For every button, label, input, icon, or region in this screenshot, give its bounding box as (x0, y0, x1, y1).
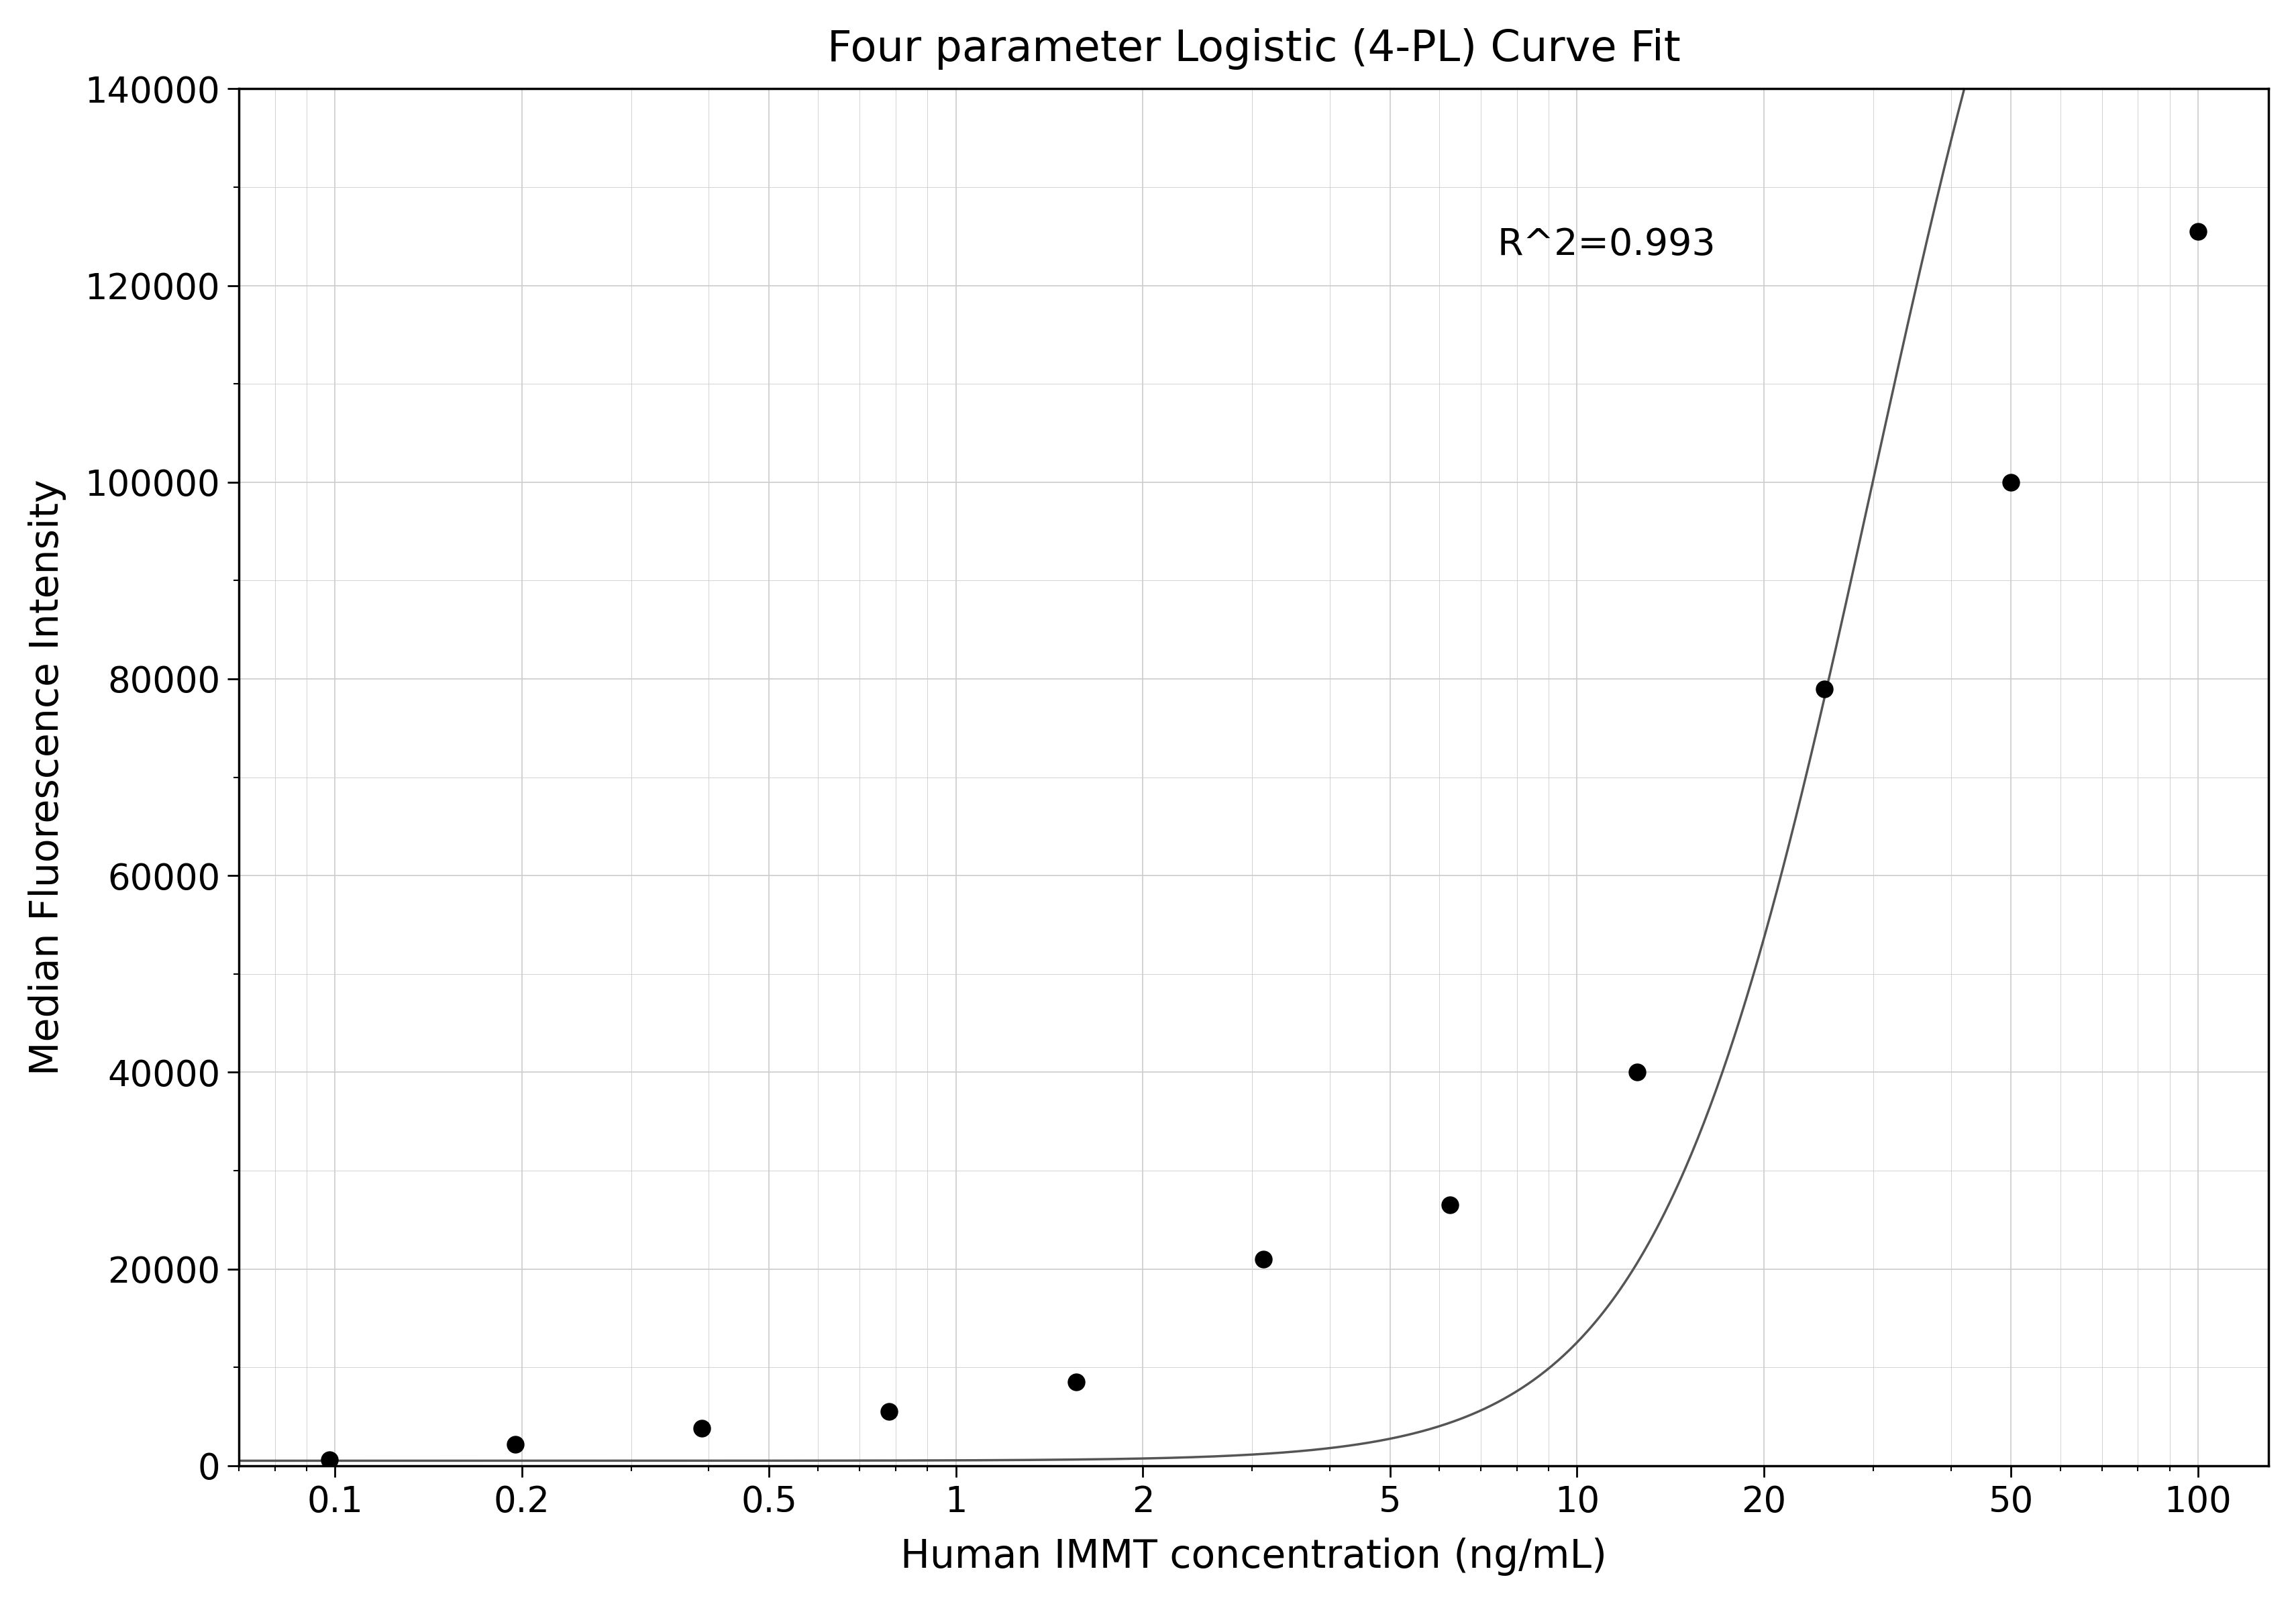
Point (1244, 1246, 1281, 1272)
Point (310, 1447, 347, 1472)
Point (1993, 470, 2030, 496)
Point (1430, 1192, 1467, 1217)
Title: Four parameter Logistic (4-PL) Curve Fit: Four parameter Logistic (4-PL) Curve Fit (827, 27, 1681, 69)
Point (870, 1399, 907, 1424)
Y-axis label: Median Fluorescence Intensity: Median Fluorescence Intensity (28, 480, 67, 1075)
Point (1058, 1370, 1095, 1395)
Text: R^2=0.993: R^2=0.993 (1497, 226, 1715, 263)
Point (684, 1415, 721, 1440)
Point (496, 1431, 533, 1456)
X-axis label: Human IMMT concentration (ng/mL): Human IMMT concentration (ng/mL) (900, 1538, 1607, 1577)
Point (1805, 675, 1841, 701)
Point (2179, 218, 2216, 244)
Point (1619, 1059, 1655, 1084)
